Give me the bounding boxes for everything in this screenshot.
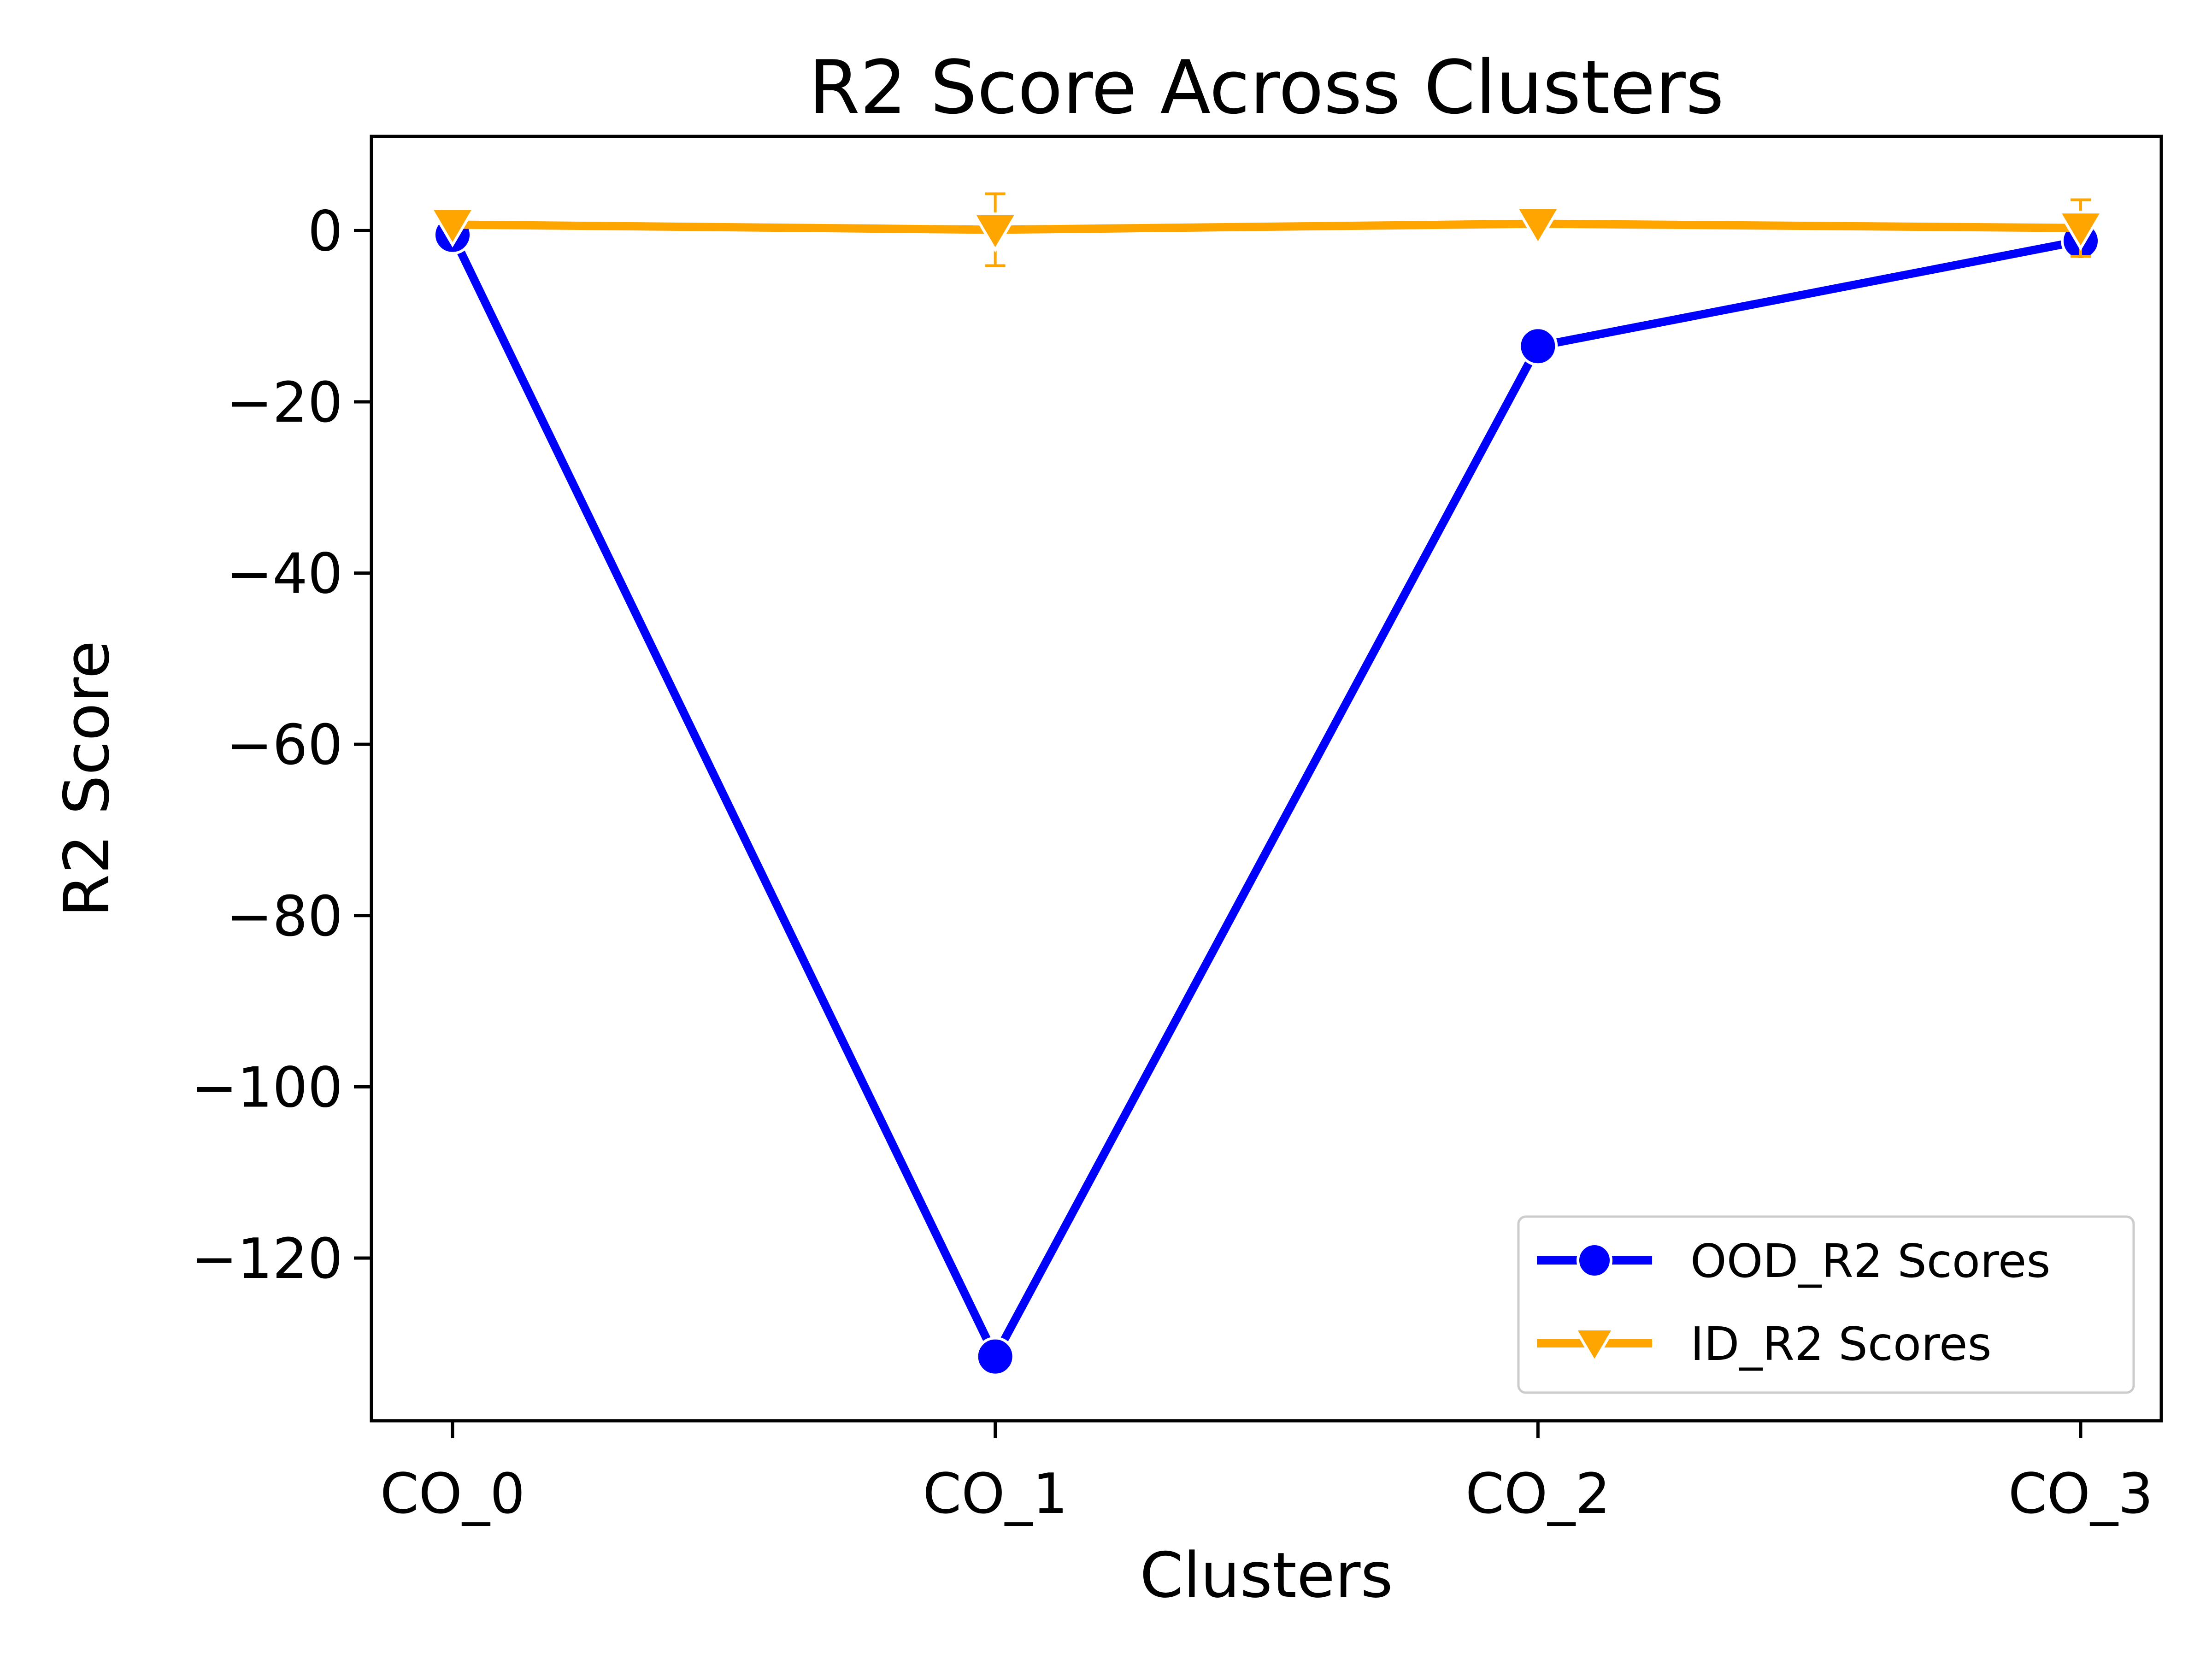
y-tick-label: −60 (226, 713, 343, 777)
y-axis: 0 −20 −40 −60 −80 −100 −120 (191, 200, 371, 1291)
legend: OOD_R2 Scores ID_R2 Scores (1517, 1215, 2135, 1394)
x-tick-label: CO_0 (380, 1462, 525, 1526)
data-point-triangle (429, 207, 477, 247)
plot-frame (370, 135, 2163, 1423)
y-tick-label: 0 (308, 200, 343, 264)
data-point-triangle (2057, 211, 2105, 251)
series-id (429, 192, 2105, 267)
y-tick-label: −120 (191, 1227, 343, 1291)
x-tick-label: CO_2 (1465, 1462, 1611, 1526)
data-point-triangle (1514, 206, 1562, 247)
plot-area (370, 135, 2163, 1423)
series-layer (429, 192, 2105, 1377)
x-axis: CO_0 CO_1 CO_2 CO_3 (380, 1421, 2153, 1526)
series-ood (433, 215, 2100, 1377)
y-tick-label: −20 (226, 371, 343, 435)
x-axis-label: Clusters (1140, 1539, 1393, 1612)
data-point-circle (1577, 1242, 1612, 1278)
series-line (448, 219, 2085, 234)
data-point-triangle (971, 212, 1019, 253)
y-tick-label: −80 (226, 885, 343, 949)
x-tick-label: CO_1 (923, 1462, 1068, 1526)
legend-frame (1517, 1215, 2135, 1394)
legend-label: OOD_R2 Scores (1690, 1234, 2051, 1288)
series-line (448, 230, 2085, 1361)
legend-label: ID_R2 Scores (1690, 1317, 1992, 1371)
x-tick-label: CO_3 (2008, 1462, 2153, 1526)
y-tick-label: −40 (226, 542, 343, 606)
y-axis-label: R2 Score (51, 641, 123, 918)
chart-title: R2 Score Across Clusters (809, 44, 1724, 130)
y-tick-label: −100 (191, 1056, 343, 1120)
data-point-circle (975, 1336, 1015, 1377)
data-point-triangle (1573, 1327, 1616, 1365)
data-point-circle (1518, 326, 1558, 366)
